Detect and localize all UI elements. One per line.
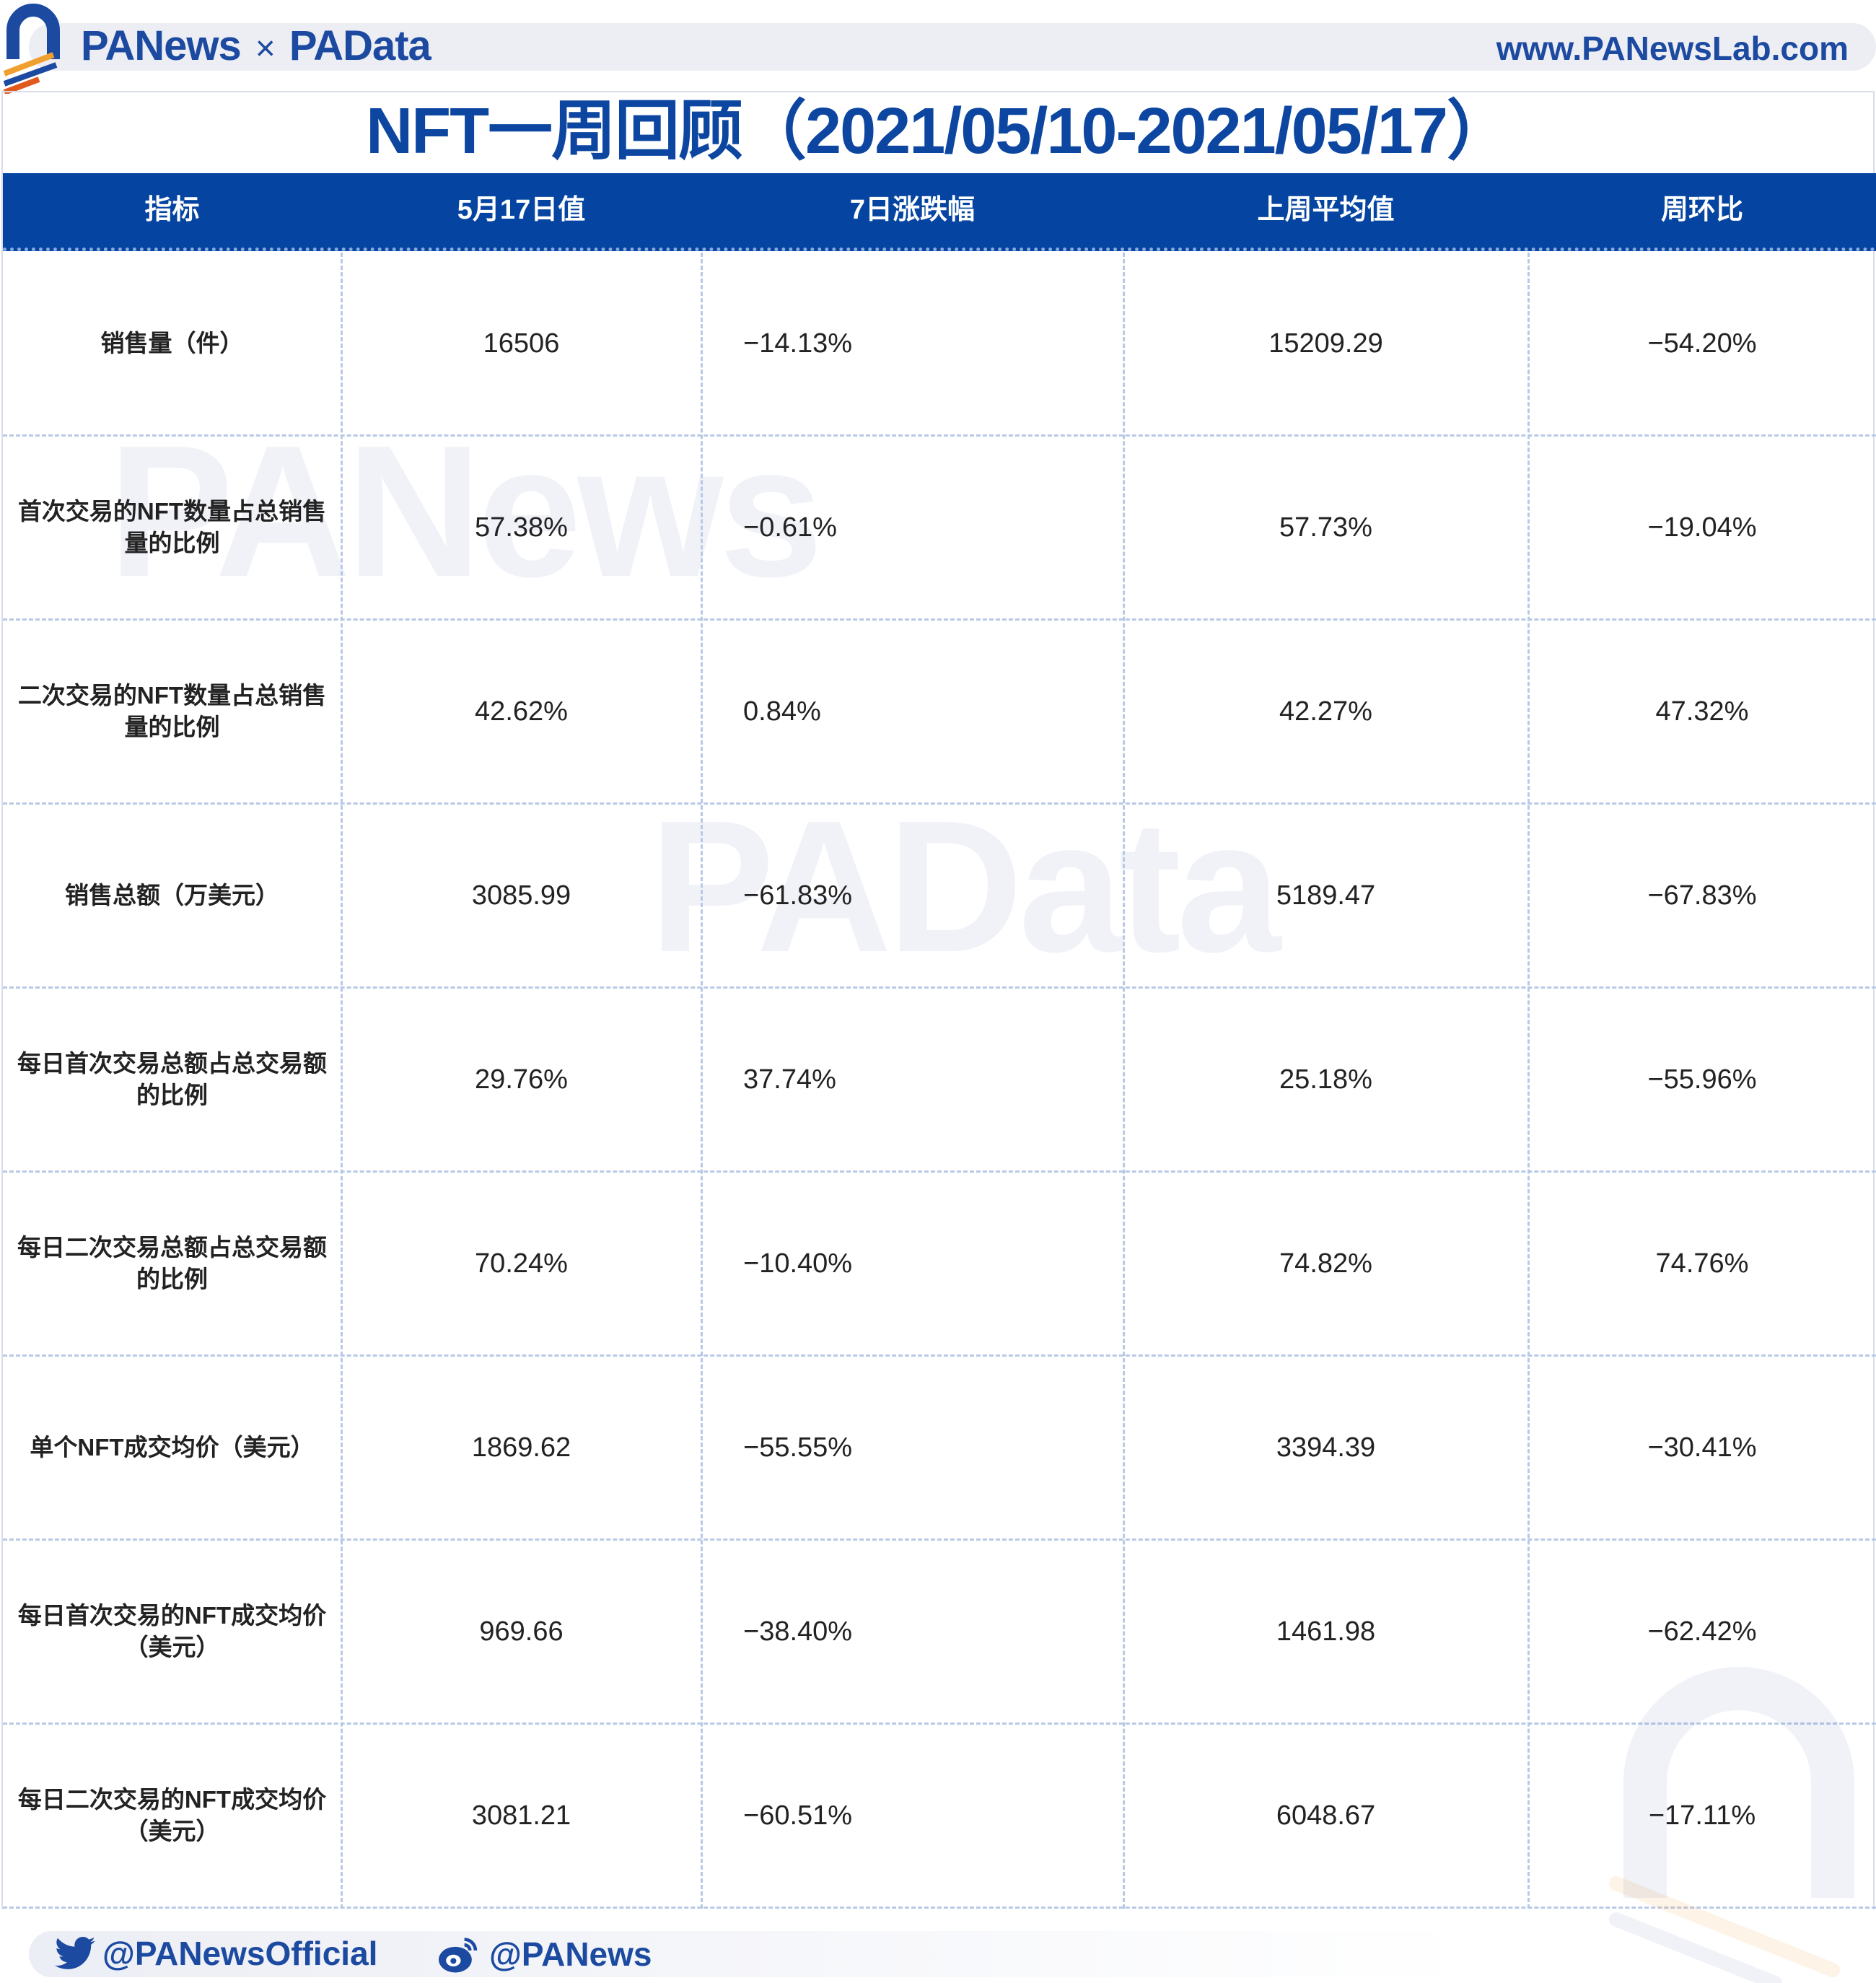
change7d-cell: −61.83%	[743, 880, 853, 911]
value-cell: 29.76%	[475, 1064, 568, 1095]
table-row: 每日二次交易总额占总交易额的比例 70.24% −10.40% 74.82% 74.76…	[3, 1173, 1876, 1357]
last-week-avg-cell: 15209.29	[1268, 328, 1383, 359]
value-cell: 16506	[483, 328, 560, 359]
brand-logo: PANews × PAData	[81, 22, 431, 70]
last-week-avg-cell: 6048.67	[1276, 1800, 1376, 1831]
wow-cell: 47.32%	[1655, 696, 1749, 727]
metric-cell: 每日二次交易总额占总交易额的比例	[17, 1234, 327, 1292]
change7d-cell: −0.61%	[743, 512, 837, 543]
wow-cell: −54.20%	[1647, 328, 1757, 359]
brand-panews: PANews	[81, 22, 242, 69]
weibo-icon	[439, 1938, 478, 1973]
metric-cell: 销售总额（万美元）	[65, 882, 279, 909]
column-header-last-week-avg: 上周平均值	[1257, 195, 1395, 225]
column-divider	[701, 253, 703, 1909]
last-week-avg-cell: 25.18%	[1279, 1064, 1372, 1095]
column-divider	[1527, 253, 1530, 1909]
last-week-avg-cell: 74.82%	[1279, 1248, 1372, 1279]
watermark-panews: PANews	[108, 407, 823, 616]
metric-cell: 每日首次交易的NFT成交均价（美元）	[17, 1602, 327, 1660]
brand-padata: PAData	[289, 22, 431, 69]
wow-cell: −67.83%	[1647, 880, 1757, 911]
change7d-cell: −14.13%	[743, 328, 853, 359]
wow-cell: −17.11%	[1648, 1800, 1756, 1831]
value-cell: 3081.21	[471, 1800, 571, 1831]
table-row: 单个NFT成交均价（美元） 1869.62 −55.55% 3394.39 −30.41…	[3, 1357, 1876, 1541]
weibo-handle: @PANews	[489, 1935, 652, 1973]
change7d-cell: −10.40%	[743, 1248, 853, 1279]
table-header: 指标 5月17日值 7日涨跌幅 上周平均值 周环比	[3, 173, 1876, 251]
twitter-handle: @PANewsOfficial	[102, 1935, 378, 1972]
last-week-avg-cell: 5189.47	[1276, 880, 1376, 911]
metric-cell: 每日二次交易的NFT成交均价（美元）	[17, 1786, 327, 1844]
value-cell: 969.66	[479, 1616, 564, 1647]
table-row: 每日二次交易的NFT成交均价（美元） 3081.21 −60.51% 6048.67 −…	[3, 1725, 1876, 1909]
change7d-cell: −38.40%	[743, 1616, 853, 1647]
value-cell: 57.38%	[475, 512, 568, 543]
brand-separator: ×	[255, 30, 276, 68]
metric-cell: 单个NFT成交均价（美元）	[30, 1434, 315, 1461]
decorative-logo-icon	[1609, 1667, 1854, 1983]
table-row: 二次交易的NFT数量占总销售量的比例 42.62% 0.84% 42.27% 47.32…	[3, 621, 1876, 805]
column-header-wow: 周环比	[1660, 195, 1743, 225]
table-frame	[1, 91, 1875, 1909]
change7d-cell: −55.55%	[743, 1432, 853, 1463]
twitter-link[interactable]: @PANewsOfficial	[55, 1934, 377, 1973]
last-week-avg-cell: 57.73%	[1279, 512, 1372, 543]
metric-cell: 首次交易的NFT数量占总销售量的比例	[17, 498, 327, 556]
footer-bar	[29, 1931, 1472, 1977]
change7d-cell: 37.74%	[743, 1064, 836, 1095]
value-cell: 3085.99	[471, 880, 571, 911]
column-header-change7d: 7日涨跌幅	[849, 195, 976, 225]
metric-cell: 销售量（件）	[100, 330, 244, 356]
wow-cell: −62.42%	[1647, 1616, 1757, 1647]
column-header-metric: 指标	[144, 195, 200, 225]
change7d-cell: −60.51%	[743, 1800, 853, 1831]
table-row: 每日首次交易的NFT成交均价（美元） 969.66 −38.40% 1461.98 −6…	[3, 1541, 1876, 1725]
wow-cell: −55.96%	[1647, 1064, 1757, 1095]
table-row: 销售总额（万美元） 3085.99 −61.83% 5189.47 −67.83%	[3, 805, 1876, 989]
wow-cell: −19.04%	[1647, 512, 1757, 543]
last-week-avg-cell: 1461.98	[1276, 1616, 1376, 1647]
weibo-link[interactable]: @PANews	[436, 1934, 652, 1974]
table-row: 销售量（件） 16506 −14.13% 15209.29 −54.20%	[3, 253, 1876, 437]
wow-cell: 74.76%	[1655, 1248, 1749, 1279]
metric-cell: 每日首次交易总额占总交易额的比例	[17, 1050, 327, 1108]
column-divider	[1123, 253, 1125, 1909]
website-link[interactable]: www.PANewsLab.com	[1496, 30, 1849, 67]
watermark-padata: PAData	[649, 782, 1281, 992]
table-row: 每日首次交易总额占总交易额的比例 29.76% 37.74% 25.18% −55.96…	[3, 989, 1876, 1173]
twitter-icon	[55, 1936, 95, 1969]
table-row: 首次交易的NFT数量占总销售量的比例 57.38% −0.61% 57.73% −19.…	[3, 437, 1876, 621]
value-cell: 42.62%	[475, 696, 568, 727]
wow-cell: −30.41%	[1647, 1432, 1757, 1463]
column-header-value: 5月17日值	[457, 195, 586, 225]
page-title: NFT一周回顾（2021/05/10-2021/05/17）	[366, 95, 1512, 167]
header-bar	[29, 23, 1876, 71]
metric-cell: 二次交易的NFT数量占总销售量的比例	[17, 682, 327, 740]
column-divider	[341, 253, 343, 1909]
change7d-cell: 0.84%	[743, 696, 821, 727]
value-cell: 70.24%	[475, 1248, 568, 1279]
last-week-avg-cell: 42.27%	[1279, 696, 1372, 727]
last-week-avg-cell: 3394.39	[1276, 1432, 1376, 1463]
value-cell: 1869.62	[471, 1432, 571, 1463]
panews-logo-icon	[3, 4, 60, 94]
